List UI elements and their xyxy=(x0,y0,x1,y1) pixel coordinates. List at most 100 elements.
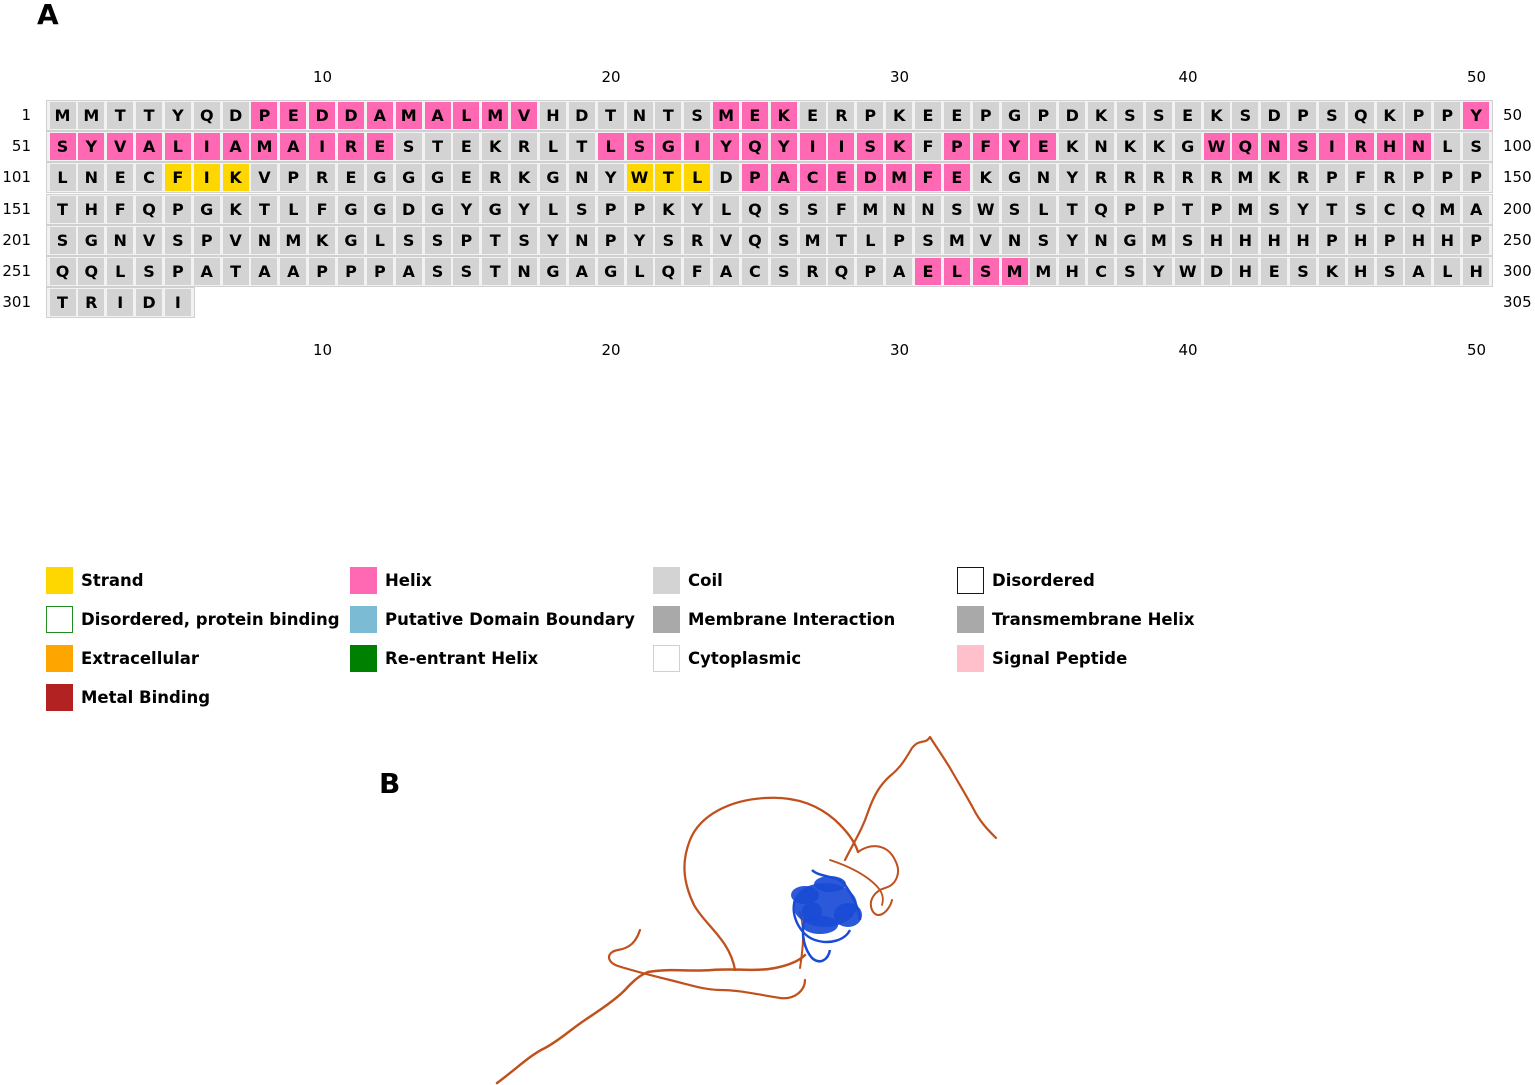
residue-cell: R xyxy=(1088,164,1115,192)
panel-a-label: A xyxy=(37,0,59,31)
bottom-tick-40: 40 xyxy=(1178,341,1198,359)
residue-cell: D xyxy=(1261,102,1288,129)
residue-cell: K xyxy=(222,195,249,223)
residue-cell: N xyxy=(568,226,595,254)
residue-cell: L xyxy=(366,226,393,254)
residue-cell: S xyxy=(770,195,797,223)
residue-cell: D xyxy=(1059,102,1086,129)
residue-cell: Q xyxy=(828,258,855,285)
residue-cell: H xyxy=(78,195,105,223)
residue-cell: Q xyxy=(193,102,220,129)
legend-swatch xyxy=(350,606,377,633)
residue-cell: P xyxy=(886,226,913,254)
panel-b-label: B xyxy=(379,767,401,800)
residue-cell: L xyxy=(626,258,653,285)
legend-swatch xyxy=(350,567,377,594)
legend-swatch xyxy=(350,645,377,672)
residue-cell: P xyxy=(972,102,999,129)
residue-cell: S xyxy=(1290,258,1317,285)
residue-cell: P xyxy=(280,164,307,192)
residue-cell: S xyxy=(770,258,797,285)
residue-cell: S xyxy=(424,258,451,285)
residue-cell: F xyxy=(164,164,191,192)
ordered-domain xyxy=(834,903,862,927)
residue-cell: D xyxy=(222,102,249,129)
residue-cell: S xyxy=(799,195,826,223)
residue-cell: R xyxy=(828,102,855,129)
residue-cell: P xyxy=(1318,164,1345,192)
residue-cell: D xyxy=(568,102,595,129)
residue-cell: Q xyxy=(1405,195,1432,223)
residue-cell: E xyxy=(915,102,941,129)
residue-cell: Y xyxy=(684,195,711,223)
residue-cell: D xyxy=(338,102,364,129)
residue-cell: P xyxy=(251,102,278,129)
residue-cell: G xyxy=(597,258,624,285)
residue-cell: R xyxy=(309,164,336,192)
residue-cell: W xyxy=(1174,258,1201,285)
residue-cell: M xyxy=(1001,258,1028,285)
residue-cell: E xyxy=(1261,258,1288,285)
legend-swatch xyxy=(957,567,984,594)
legend-label: Cytoplasmic xyxy=(688,649,802,668)
residue-cell: D xyxy=(309,102,336,129)
residue-cell: P xyxy=(626,195,653,223)
residue-cell: A xyxy=(424,102,451,129)
residue-cell: Q xyxy=(1347,102,1374,129)
residue-cell: K xyxy=(1116,133,1143,161)
residue-cell: S xyxy=(49,226,76,254)
residue-cell: Q xyxy=(741,195,768,223)
residue-cell: G xyxy=(655,133,682,161)
residue-cell: H xyxy=(1290,226,1317,254)
legend-swatch xyxy=(957,645,984,672)
ordered-domain xyxy=(802,902,822,922)
residue-cell: A xyxy=(222,133,249,161)
residue-cell: S xyxy=(857,133,884,161)
residue-cell: K xyxy=(1203,102,1230,129)
ordered-domain xyxy=(791,886,819,904)
residue-cell: G xyxy=(193,195,220,223)
residue-cell: P xyxy=(1203,195,1230,223)
residue-cell: L xyxy=(164,133,191,161)
residue-cell: P xyxy=(597,195,624,223)
residue-cell: P xyxy=(1405,164,1432,192)
residue-cell: G xyxy=(338,226,364,254)
residue-cell: M xyxy=(49,102,76,129)
residue-cell: Y xyxy=(597,164,624,192)
residue-cell: H xyxy=(1376,133,1403,161)
residue-cell: T xyxy=(49,289,76,317)
disordered-loop xyxy=(683,796,860,972)
residue-cell: S xyxy=(943,195,970,223)
residue-cell: L xyxy=(597,133,624,161)
ordered-domain-loop xyxy=(801,917,832,963)
residue-cell: H xyxy=(1463,258,1490,285)
legend-label: Putative Domain Boundary xyxy=(385,610,635,629)
residue-cell: S xyxy=(511,226,538,254)
legend-swatch xyxy=(957,606,984,633)
residue-cell: S xyxy=(972,258,999,285)
residue-cell: Y xyxy=(78,133,105,161)
residue-cell: V xyxy=(107,133,134,161)
residue-cell: V xyxy=(222,226,249,254)
residue-cell: G xyxy=(539,164,566,192)
residue-cell: P xyxy=(453,226,480,254)
residue-cell: L xyxy=(280,195,307,223)
residue-cell: R xyxy=(1174,164,1201,192)
residue-cell: I xyxy=(828,133,855,161)
residue-cell: F xyxy=(1347,164,1374,192)
top-tick-40: 40 xyxy=(1178,68,1198,86)
residue-cell: P xyxy=(164,195,191,223)
residue-cell: I xyxy=(107,289,134,317)
residue-cell: W xyxy=(626,164,653,192)
legend-item: Disordered xyxy=(957,567,1095,594)
residue-cell: I xyxy=(799,133,826,161)
residue-cell: S xyxy=(1232,102,1259,129)
residue-cell: P xyxy=(193,226,220,254)
top-tick-30: 30 xyxy=(890,68,910,86)
residue-cell: S xyxy=(1290,133,1317,161)
residue-cell: S xyxy=(1463,133,1490,161)
residue-cell: S xyxy=(395,133,422,161)
residue-cell: P xyxy=(1376,226,1403,254)
residue-cell: A xyxy=(193,258,220,285)
